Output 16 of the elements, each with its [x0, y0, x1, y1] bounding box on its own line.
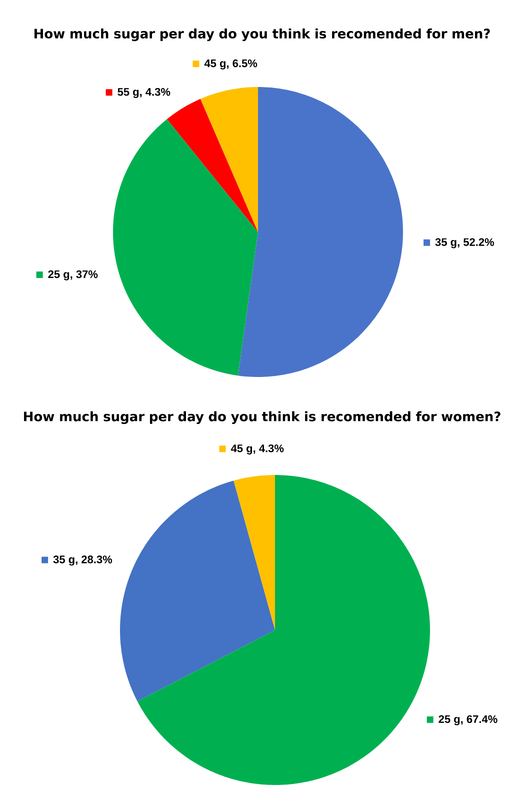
data-label: , 52.2% [458, 238, 494, 248]
chart-title: How much sugar per day do you think is recomended for men? [34, 28, 490, 42]
legend-label: 35 g [53, 556, 74, 566]
data-label: , 6.5% [226, 59, 258, 69]
data-label: , 37% [70, 270, 98, 280]
legend-label: 45 g [204, 60, 226, 70]
chart-title: How much sugar per day do you think is recomended for women? [24, 411, 500, 424]
data-label: , 4.3% [254, 444, 284, 454]
data-label: , 67.4% [461, 715, 498, 725]
legend-label: 35 g [435, 238, 456, 248]
legend-label: 45 g [230, 444, 252, 454]
legend-label: 25 g [48, 270, 70, 280]
legend-label: 55 g [118, 88, 139, 98]
data-label: , 28.3% [76, 556, 112, 565]
legend-label: 25 g [438, 715, 460, 726]
data-label: , 4.3% [140, 88, 170, 98]
